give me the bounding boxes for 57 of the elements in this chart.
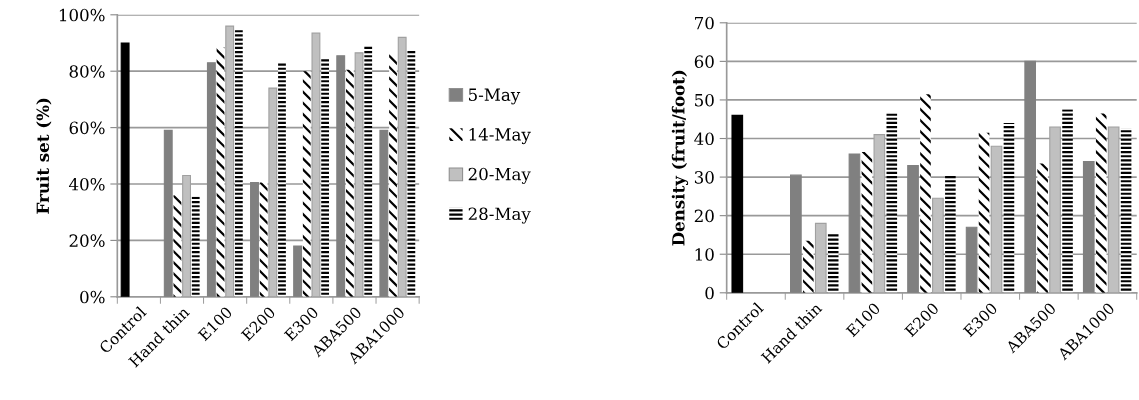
- y-tick-label: 20%: [69, 234, 105, 247]
- y-axis-title: Fruit set (%): [36, 98, 52, 214]
- bar: [827, 233, 839, 293]
- bar: [389, 54, 397, 297]
- bar: [216, 47, 225, 297]
- bar: [206, 62, 216, 297]
- y-tick-label: 80%: [69, 65, 105, 78]
- legend-label: 5-May: [468, 88, 521, 105]
- bar: [321, 58, 329, 297]
- y-axis-title: Density (fruit/foot): [671, 70, 689, 246]
- bar: [191, 196, 200, 297]
- y-tick-label: 60%: [69, 121, 105, 135]
- y-tick-label: 100%: [59, 8, 105, 22]
- bar: [1024, 60, 1037, 293]
- bar: [120, 42, 130, 297]
- y-tick-label: 0%: [80, 290, 105, 304]
- bar: [920, 94, 931, 293]
- bar: [907, 164, 919, 293]
- legend-label: 28-May: [468, 207, 531, 224]
- y-tick-label: 30: [694, 171, 714, 184]
- bar: [1082, 161, 1095, 293]
- y-tick-label: 60: [694, 55, 714, 68]
- bar: [250, 182, 259, 297]
- bar: [278, 62, 286, 297]
- legend-label: 14-May: [469, 128, 531, 145]
- bar: [848, 153, 861, 293]
- bar: [293, 245, 303, 297]
- bar: [731, 114, 744, 293]
- y-tick-label: 0: [705, 286, 714, 300]
- y-tick-label: 50: [695, 93, 714, 107]
- bar: [336, 55, 346, 297]
- bar: [886, 113, 898, 293]
- y-tick-label: 70: [695, 16, 714, 30]
- bar: [379, 129, 389, 297]
- legend-label: 20-May: [468, 167, 531, 184]
- y-tick-label: 40: [694, 132, 714, 146]
- bar: [1003, 123, 1015, 293]
- bar: [234, 28, 243, 297]
- bar: [407, 50, 416, 297]
- y-tick-label: 20: [694, 209, 714, 223]
- bar: [965, 226, 978, 293]
- bar: [259, 182, 268, 297]
- bar: [364, 45, 373, 297]
- y-tick-label: 40%: [68, 177, 105, 191]
- bar: [861, 152, 873, 293]
- bar: [346, 69, 354, 297]
- bar: [1120, 128, 1132, 293]
- bar: [978, 132, 990, 293]
- bar: [1095, 113, 1107, 293]
- y-tick-label: 10: [695, 248, 714, 261]
- bar: [302, 71, 311, 297]
- bar: [803, 240, 814, 293]
- bar: [1062, 109, 1073, 293]
- bar: [1037, 163, 1048, 293]
- bar: [163, 129, 173, 297]
- bar: [790, 174, 802, 293]
- bar: [945, 175, 956, 293]
